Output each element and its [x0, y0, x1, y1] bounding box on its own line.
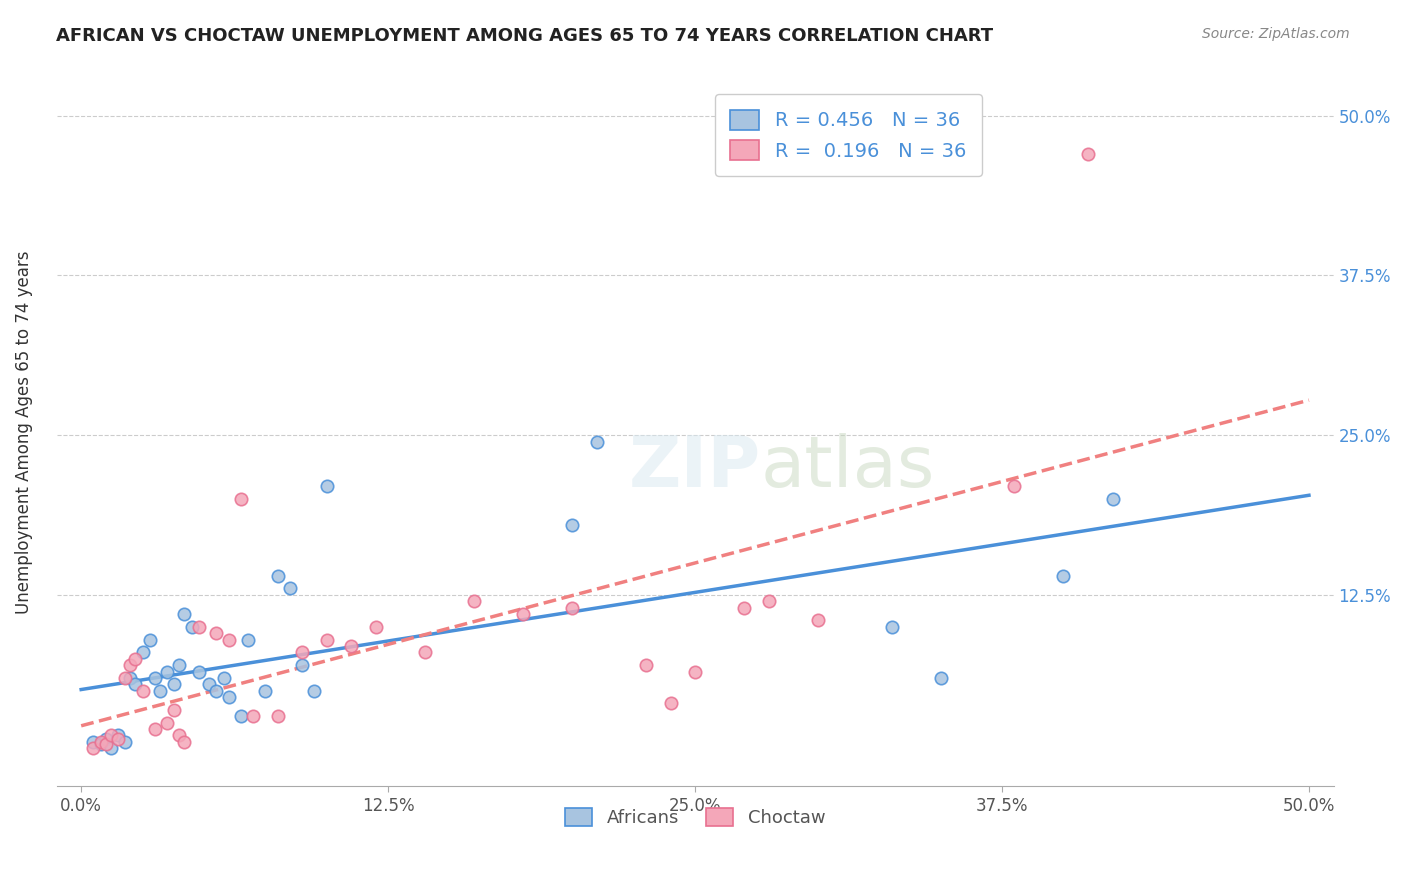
Point: [107, 728, 129, 742]
Point: [561, 600, 583, 615]
Point: [149, 683, 172, 698]
Point: [291, 658, 314, 673]
Text: Source: ZipAtlas.com: Source: ZipAtlas.com: [1202, 27, 1350, 41]
Point: [634, 658, 657, 673]
Point: [173, 735, 195, 749]
Point: [733, 600, 755, 615]
Point: [90, 735, 112, 749]
Point: [131, 683, 153, 698]
Point: [242, 709, 264, 723]
Point: [94, 732, 117, 747]
Point: [929, 671, 952, 685]
Point: [100, 728, 122, 742]
Point: [90, 737, 112, 751]
Text: atlas: atlas: [761, 433, 935, 502]
Point: [266, 568, 288, 582]
Point: [107, 732, 129, 747]
Point: [291, 645, 314, 659]
Point: [561, 517, 583, 532]
Point: [807, 614, 830, 628]
Point: [139, 632, 162, 647]
Point: [463, 594, 485, 608]
Point: [315, 632, 337, 647]
Point: [120, 658, 142, 673]
Point: [205, 683, 228, 698]
Point: [82, 741, 104, 756]
Point: [100, 741, 122, 756]
Point: [229, 709, 252, 723]
Point: [156, 715, 179, 730]
Point: [304, 683, 326, 698]
Point: [124, 677, 146, 691]
Point: [120, 671, 142, 685]
Point: [143, 671, 166, 685]
Point: [198, 677, 221, 691]
Point: [143, 722, 166, 736]
Point: [340, 639, 363, 653]
Point: [205, 626, 228, 640]
Point: [218, 632, 240, 647]
Text: ZIP: ZIP: [628, 433, 761, 502]
Legend: Africans, Choctaw: Africans, Choctaw: [558, 800, 832, 834]
Y-axis label: Unemployment Among Ages 65 to 74 years: Unemployment Among Ages 65 to 74 years: [15, 251, 32, 614]
Point: [163, 677, 186, 691]
Point: [169, 658, 191, 673]
Point: [156, 665, 179, 679]
Point: [180, 620, 202, 634]
Point: [315, 479, 337, 493]
Point: [254, 683, 277, 698]
Point: [413, 645, 436, 659]
Point: [880, 620, 903, 634]
Point: [94, 737, 117, 751]
Point: [758, 594, 780, 608]
Point: [659, 697, 682, 711]
Point: [188, 665, 211, 679]
Point: [266, 709, 288, 723]
Point: [114, 735, 136, 749]
Point: [188, 620, 211, 634]
Point: [212, 671, 235, 685]
Point: [169, 728, 191, 742]
Point: [82, 735, 104, 749]
Point: [512, 607, 534, 621]
Point: [1002, 479, 1025, 493]
Point: [173, 607, 195, 621]
Point: [236, 632, 259, 647]
Point: [1052, 568, 1074, 582]
Point: [218, 690, 240, 704]
Point: [131, 645, 153, 659]
Point: [163, 703, 186, 717]
Point: [585, 434, 607, 449]
Point: [364, 620, 387, 634]
Point: [683, 665, 706, 679]
Point: [1077, 147, 1099, 161]
Text: AFRICAN VS CHOCTAW UNEMPLOYMENT AMONG AGES 65 TO 74 YEARS CORRELATION CHART: AFRICAN VS CHOCTAW UNEMPLOYMENT AMONG AG…: [56, 27, 994, 45]
Point: [114, 671, 136, 685]
Point: [124, 651, 146, 665]
Point: [229, 491, 252, 506]
Point: [1101, 491, 1123, 506]
Point: [278, 582, 301, 596]
